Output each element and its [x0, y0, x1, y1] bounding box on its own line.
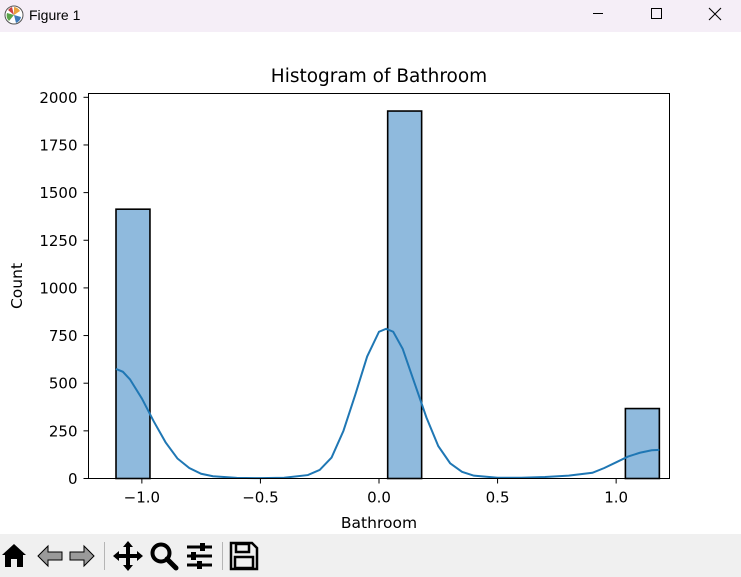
save-button[interactable]	[228, 540, 260, 572]
x-axis-ticks: −1.0 −0.5 0.0 0.5 1.0	[124, 478, 628, 507]
back-button[interactable]	[34, 540, 66, 572]
y-tick-label: 1250	[39, 232, 77, 250]
navigation-toolbar	[0, 534, 741, 577]
y-tick-label: 750	[49, 327, 78, 345]
zoom-button[interactable]	[148, 540, 180, 572]
histogram-chart: −1.0 −0.5 0.0 0.5 1.0 0 250 500 750 1000 1250 1500…	[8, 66, 670, 532]
close-button[interactable]	[685, 0, 741, 32]
matplotlib-icon	[4, 5, 24, 25]
toolbar-separator	[104, 542, 105, 570]
y-tick-label: 250	[49, 422, 78, 440]
home-button[interactable]	[0, 540, 32, 572]
y-tick-label: 0	[68, 470, 78, 488]
home-icon	[2, 544, 26, 567]
maximize-button[interactable]	[627, 0, 685, 32]
move-icon	[113, 541, 143, 571]
kde-line	[115, 327, 660, 480]
axes-frame	[88, 93, 670, 479]
y-axis-ticks: 0 250 500 750 1000 1250 1500 1750 2000	[39, 89, 89, 488]
toolbar-separator	[222, 542, 223, 570]
forward-arrow-icon	[69, 544, 95, 568]
chart-title: Histogram of Bathroom	[271, 66, 487, 87]
histogram-bar	[386, 110, 423, 480]
window-titlebar: Figure 1	[0, 0, 741, 32]
minimize-button[interactable]	[569, 0, 627, 32]
pan-button[interactable]	[112, 540, 144, 572]
y-tick-label: 1500	[39, 184, 77, 202]
figure-canvas[interactable]: −1.0 −0.5 0.0 0.5 1.0 0 250 500 750 1000 1250 1500…	[0, 32, 741, 534]
bars-layer	[115, 110, 661, 480]
save-icon	[229, 541, 259, 571]
x-tick-label: −0.5	[242, 489, 278, 507]
y-axis-label: Count	[8, 263, 26, 309]
back-arrow-icon	[37, 544, 63, 568]
minimize-icon	[593, 13, 603, 14]
forward-button[interactable]	[66, 540, 98, 572]
x-axis-label: Bathroom	[341, 514, 417, 532]
x-tick-label: 1.0	[604, 489, 628, 507]
close-icon	[708, 7, 722, 21]
y-tick-label: 500	[49, 375, 78, 393]
zoom-icon	[150, 542, 179, 571]
y-tick-label: 2000	[39, 89, 77, 107]
histogram-bar	[624, 407, 661, 480]
x-tick-label: 0.0	[367, 489, 391, 507]
y-tick-label: 1000	[39, 279, 77, 297]
sliders-icon	[187, 543, 212, 569]
x-tick-label: −1.0	[124, 489, 160, 507]
configure-subplots-button[interactable]	[184, 540, 216, 572]
y-tick-label: 1750	[39, 136, 77, 154]
x-tick-label: 0.5	[486, 489, 510, 507]
maximize-icon	[651, 8, 662, 19]
window-title: Figure 1	[29, 7, 81, 23]
histogram-bar	[115, 208, 151, 480]
